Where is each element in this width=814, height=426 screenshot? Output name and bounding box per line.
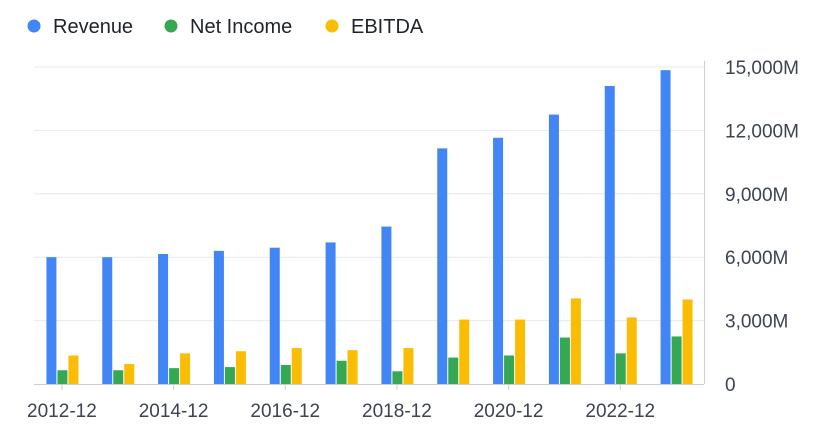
bar-revenue-2015-12[interactable] xyxy=(213,250,224,384)
bar-ebitda-2019-12[interactable] xyxy=(459,319,470,384)
chart-bars xyxy=(46,70,693,385)
legend-label-ebitda: EBITDA xyxy=(351,16,424,38)
bar-revenue-2022-12[interactable] xyxy=(604,86,615,385)
bar-ebitda-2013-12[interactable] xyxy=(124,363,135,384)
x-axis: 2012-12 2014-12 2016-12 2018-12 2020-12 2022-… xyxy=(27,384,704,422)
bar-ebitda-2022-12[interactable] xyxy=(626,317,637,384)
bar-revenue-2016-12[interactable] xyxy=(269,247,280,384)
bar-ebitda-2023-12[interactable] xyxy=(682,299,693,384)
x-tick-label: 2014-12 xyxy=(139,401,209,422)
bar-net-income-2016-12[interactable] xyxy=(280,364,291,384)
bar-net-income-2018-12[interactable] xyxy=(392,371,403,384)
x-tick-label: 2016-12 xyxy=(250,401,320,422)
bar-ebitda-2014-12[interactable] xyxy=(180,353,191,384)
bar-net-income-2013-12[interactable] xyxy=(113,370,124,384)
x-tick-label: 2020-12 xyxy=(474,401,544,422)
bar-net-income-2017-12[interactable] xyxy=(336,360,347,384)
bar-ebitda-2020-12[interactable] xyxy=(515,319,526,384)
x-tick-label: 2022-12 xyxy=(585,401,655,422)
x-tick-label: 2018-12 xyxy=(362,401,432,422)
legend-label-net-income: Net Income xyxy=(190,16,292,38)
bar-ebitda-2012-12[interactable] xyxy=(68,355,79,384)
x-tick-label: 2012-12 xyxy=(27,401,97,422)
bar-revenue-2023-12[interactable] xyxy=(660,70,671,385)
legend-marker-ebitda xyxy=(325,19,339,33)
chart-gridlines xyxy=(34,66,704,322)
chart-legend: Revenue Net Income EBITDA xyxy=(27,16,424,38)
legend-marker-revenue xyxy=(27,19,41,33)
bar-net-income-2023-12[interactable] xyxy=(671,336,682,384)
y-tick-label: 3,000M xyxy=(725,312,788,333)
legend-label-revenue: Revenue xyxy=(53,16,133,38)
bar-ebitda-2015-12[interactable] xyxy=(235,351,246,384)
bar-net-income-2022-12[interactable] xyxy=(615,353,626,384)
bar-revenue-2012-12[interactable] xyxy=(46,257,57,384)
bar-net-income-2021-12[interactable] xyxy=(559,337,570,384)
bar-revenue-2018-12[interactable] xyxy=(381,226,392,384)
bar-revenue-2021-12[interactable] xyxy=(548,114,559,385)
bar-revenue-2013-12[interactable] xyxy=(102,257,113,384)
y-tick-label: 15,000M xyxy=(725,58,799,79)
y-tick-label: 12,000M xyxy=(725,121,799,142)
bar-ebitda-2017-12[interactable] xyxy=(347,350,358,384)
bar-net-income-2019-12[interactable] xyxy=(448,357,459,384)
y-tick-label: 9,000M xyxy=(725,185,788,206)
bar-revenue-2019-12[interactable] xyxy=(437,148,448,384)
bar-revenue-2020-12[interactable] xyxy=(493,137,504,384)
y-axis: 0 3,000M 6,000M 9,000M 12,000M 15,000M xyxy=(704,58,799,396)
legend-marker-net-income xyxy=(164,19,178,33)
bar-ebitda-2016-12[interactable] xyxy=(291,348,302,384)
bar-ebitda-2018-12[interactable] xyxy=(403,348,414,384)
y-tick-label: 0 xyxy=(725,375,736,396)
bar-net-income-2012-12[interactable] xyxy=(57,370,68,384)
bar-revenue-2014-12[interactable] xyxy=(158,254,169,384)
bar-ebitda-2021-12[interactable] xyxy=(570,298,581,384)
y-tick-label: 6,000M xyxy=(725,248,788,269)
bar-revenue-2017-12[interactable] xyxy=(325,242,336,384)
bar-net-income-2020-12[interactable] xyxy=(504,355,515,384)
bar-net-income-2015-12[interactable] xyxy=(224,367,235,384)
bar-net-income-2014-12[interactable] xyxy=(169,368,180,384)
